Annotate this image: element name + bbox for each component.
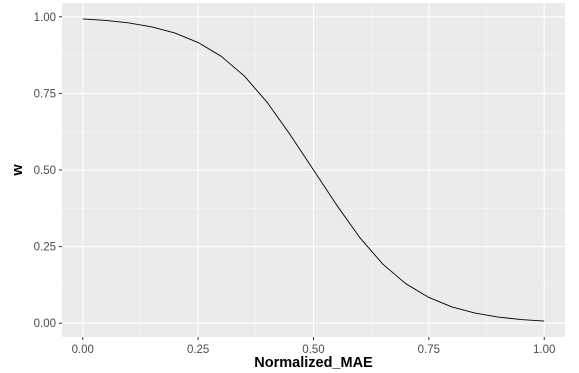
series-line	[82, 18, 545, 322]
y-axis-title: w	[10, 164, 26, 177]
x-tick-label: 0.00	[72, 344, 94, 356]
y-tick-label: 1.00	[34, 12, 56, 24]
y-tick-label: 0.00	[34, 318, 56, 330]
x-tick-label: 0.75	[418, 344, 440, 356]
x-tick-label: 0.25	[187, 344, 209, 356]
x-tick-label: 1.00	[533, 344, 555, 356]
x-axis-title: Normalized_MAE	[254, 355, 373, 371]
y-tick-label: 0.25	[34, 242, 56, 254]
y-tick-label: 0.50	[34, 165, 56, 177]
axis-layer: 0.00 0.25 0.50 0.75 1.00 0.00 0.25 0.50 0.75 1.00	[34, 12, 556, 356]
line-layer	[82, 18, 545, 322]
x-tick-label: 0.50	[302, 344, 324, 356]
y-tick-label: 0.75	[34, 88, 56, 100]
